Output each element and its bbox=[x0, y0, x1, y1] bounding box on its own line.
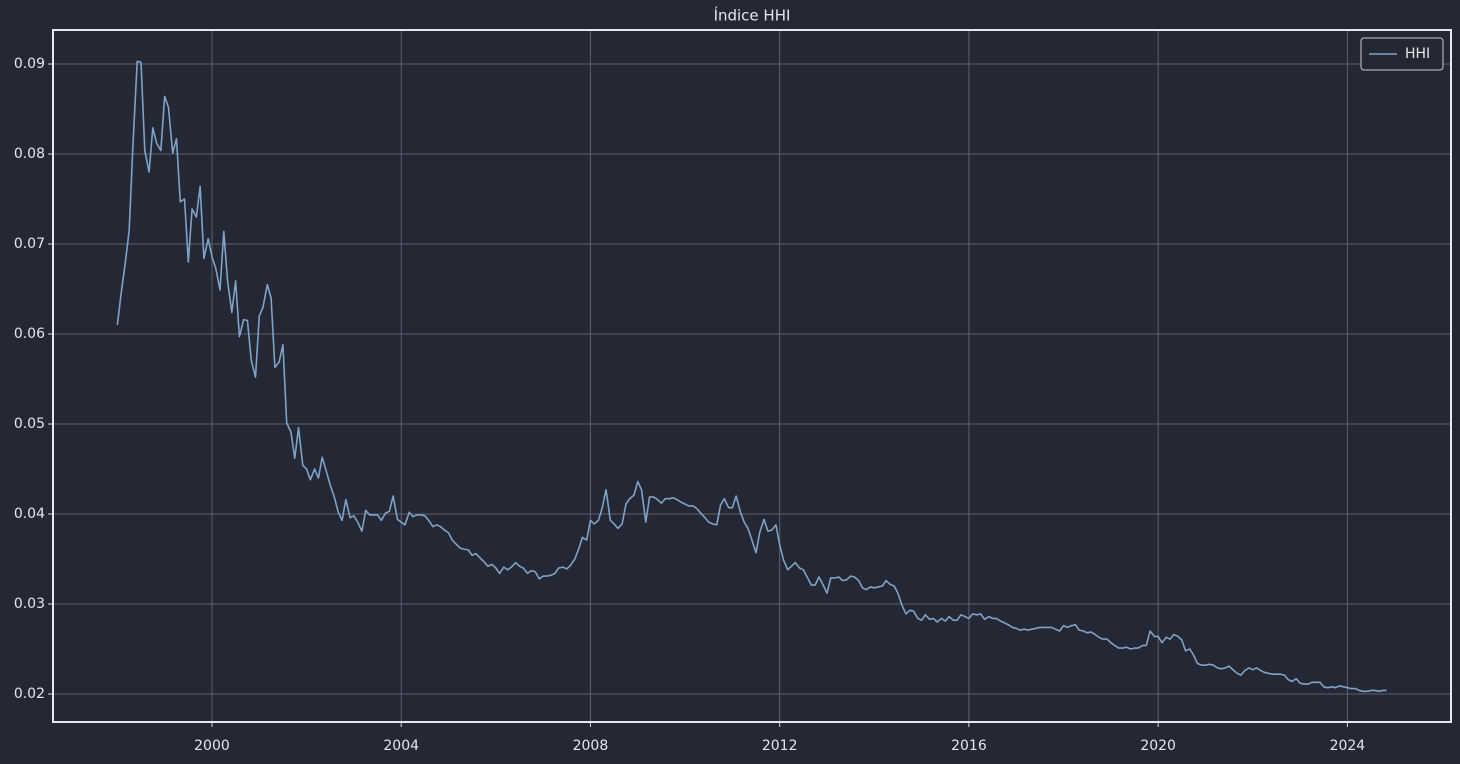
x-tick-label: 2004 bbox=[383, 738, 419, 754]
plot-frame bbox=[52, 29, 1452, 723]
x-tick-label: 2024 bbox=[1330, 738, 1366, 754]
x-tick-label: 2016 bbox=[951, 738, 987, 754]
x-tick-label: 2020 bbox=[1140, 738, 1176, 754]
legend-label: HHI bbox=[1405, 46, 1430, 62]
y-tick-label: 0.06 bbox=[14, 326, 45, 342]
x-tick-label: 2012 bbox=[762, 738, 798, 754]
y-tick-label: 0.03 bbox=[14, 596, 45, 612]
y-tick-label: 0.09 bbox=[14, 56, 45, 72]
data-line bbox=[116, 60, 1387, 693]
y-tick-label: 0.04 bbox=[14, 506, 45, 522]
y-tick-label: 0.02 bbox=[14, 686, 45, 702]
grid-layer: 0.02 0.03 0.04 0.05 0.06 0.07 0.08 0.09 2000 2004… bbox=[14, 30, 1451, 754]
y-tick-label: 0.05 bbox=[14, 416, 45, 432]
x-tick-label: 2008 bbox=[573, 738, 609, 754]
plot-layer bbox=[116, 60, 1387, 693]
chart-title: Índice HHI bbox=[714, 6, 791, 25]
legend-box bbox=[1360, 37, 1444, 71]
legend: HHI bbox=[1360, 37, 1444, 71]
y-tick-label: 0.08 bbox=[14, 146, 45, 162]
y-tick-label: 0.07 bbox=[14, 236, 45, 252]
x-tick-label: 2000 bbox=[194, 738, 230, 754]
